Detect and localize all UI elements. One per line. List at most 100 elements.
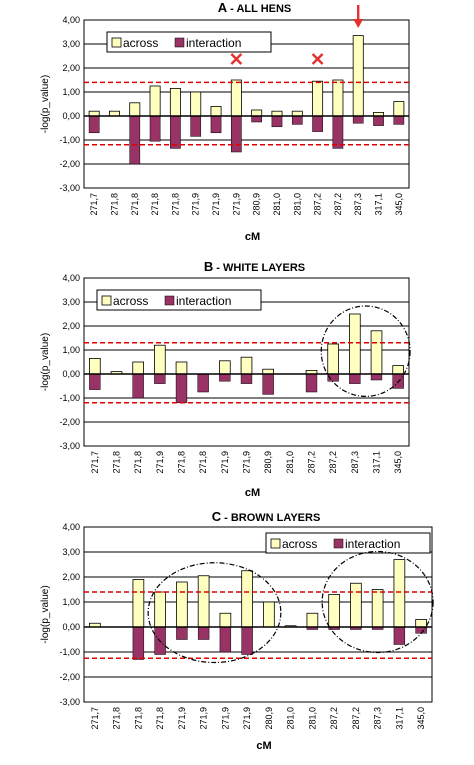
y-tick-label: -1,00 [59,135,80,145]
y-tick-label: -1,00 [59,393,80,403]
x-tick-label: 345,0 [393,451,403,474]
x-tick-label: 271,8 [112,451,122,474]
legend-label-across: across [282,537,317,551]
chart-title: B - WHITE LAYERS [204,259,305,274]
x-tick-label: 271,9 [211,193,221,216]
x-tick-label: 287,2 [313,193,323,216]
legend-label-across: across [123,36,158,50]
legend-swatch-across [101,295,112,306]
bar-interaction [88,115,100,134]
bar-across [263,601,275,628]
x-tick-label: 317,1 [372,451,382,474]
y-tick-label: 2,00 [62,321,80,331]
highlight-ellipse [320,305,411,398]
legend-label-interaction: interaction [345,537,400,551]
bar-across [219,360,231,375]
y-tick-label: 3,00 [62,39,80,49]
x-tick-label: 317,1 [394,707,404,730]
bar-across [219,612,232,628]
bar-interaction [89,373,101,390]
panel-title-separator: - [213,262,223,274]
x-tick-label: 280,9 [263,451,273,474]
highlight-ellipse [147,562,282,664]
bar-across [415,619,427,628]
y-tick-label: 1,00 [62,345,80,355]
bar-across [129,102,141,117]
x-tick-label: 271,9 [242,451,252,474]
panel-letter: B [204,259,213,274]
bar-across [176,581,188,628]
bar-interaction [197,626,210,640]
x-axis-label: cM [245,231,260,243]
x-tick-label: 287,2 [328,451,338,474]
bar-interaction [197,373,209,393]
x-tick-label: 345,0 [416,707,426,730]
bar-across [169,88,181,117]
chart-panel-c: C - BROWN LAYERS 4,00 3,00 2,00 1,00 0,00 -1,0… [40,509,434,752]
x-tick-label: 317,1 [374,193,384,216]
y-tick-label: 2,00 [62,572,80,582]
bar-interaction [349,373,361,384]
bar-across [312,80,324,117]
x-tick-label: 271,9 [220,707,230,730]
x-tick-label: 271,9 [155,451,165,474]
x-tick-label: 271,9 [220,451,230,474]
x-tick-label: 271,9 [177,707,187,730]
chart-panel-a: A - ALL HENS 4,00 3,00 2,00 1,00 0,00 -1,00 -2,… [40,0,410,243]
bar-interaction [176,626,188,640]
x-tick-label: 280,9 [252,193,262,216]
bar-interaction [190,115,202,137]
x-tick-label: 287,2 [351,707,361,730]
bar-across [352,35,364,117]
legend: across interaction [96,289,262,311]
x-tick-label: 287,3 [353,193,363,216]
y-tick-label: -3,00 [59,441,80,451]
chart-title: A - ALL HENS [218,0,292,15]
y-tick-label: 0,00 [62,622,80,632]
panel-title-separator: - [221,512,231,524]
legend-label-interaction: interaction [176,294,231,308]
legend-box [265,532,431,554]
x-tick-label: 271,9 [231,193,241,216]
chart-panel-b: B - WHITE LAYERS 4,00 3,00 2,00 1,00 0,00 -1,0… [40,259,411,499]
x-tick-label: 271,8 [133,451,143,474]
bar-across [251,109,263,117]
y-tick-label: 4,00 [62,522,80,532]
legend-swatch-across [270,538,281,549]
x-tick-label: 271,7 [90,451,100,474]
y-axis-label: -log(p_value) [40,75,51,133]
panel-title-text: ALL HENS [236,3,291,15]
x-tick-label: 281,0 [307,707,317,730]
bar-interaction [291,115,303,125]
arrow-marker-head [353,19,364,28]
bar-interaction [129,115,141,165]
bar-across [240,356,253,375]
bar-across [175,361,188,375]
legend: across interaction [265,532,431,554]
y-tick-label: 1,00 [62,597,80,607]
x-tick-label: 271,8 [133,707,143,730]
y-tick-label: -2,00 [59,672,80,682]
panel-title-separator: - [227,3,236,15]
bar-across [306,612,319,628]
legend-box [96,289,262,311]
x-axis-label: cM [256,740,271,752]
x-tick-label: 287,2 [329,707,339,730]
bar-across [132,361,144,375]
x-tick-label: 287,2 [307,451,317,474]
bar-interaction [231,115,242,153]
bar-across [332,79,344,117]
highlight-ellipse [321,550,434,654]
x-axis-label: cM [245,487,260,499]
bar-interaction [219,373,231,382]
bar-interaction [175,373,188,404]
panel-letter: C [212,509,222,524]
y-tick-label: 4,00 [62,15,80,25]
x-tick-label: 271,7 [89,193,99,216]
x-tick-label: 287,2 [333,193,343,216]
legend-label-interaction: interaction [186,36,241,50]
y-tick-label: -3,00 [59,697,80,707]
bar-across [149,85,161,117]
bar-interaction [149,115,161,142]
x-tick-label: 271,9 [242,707,252,730]
